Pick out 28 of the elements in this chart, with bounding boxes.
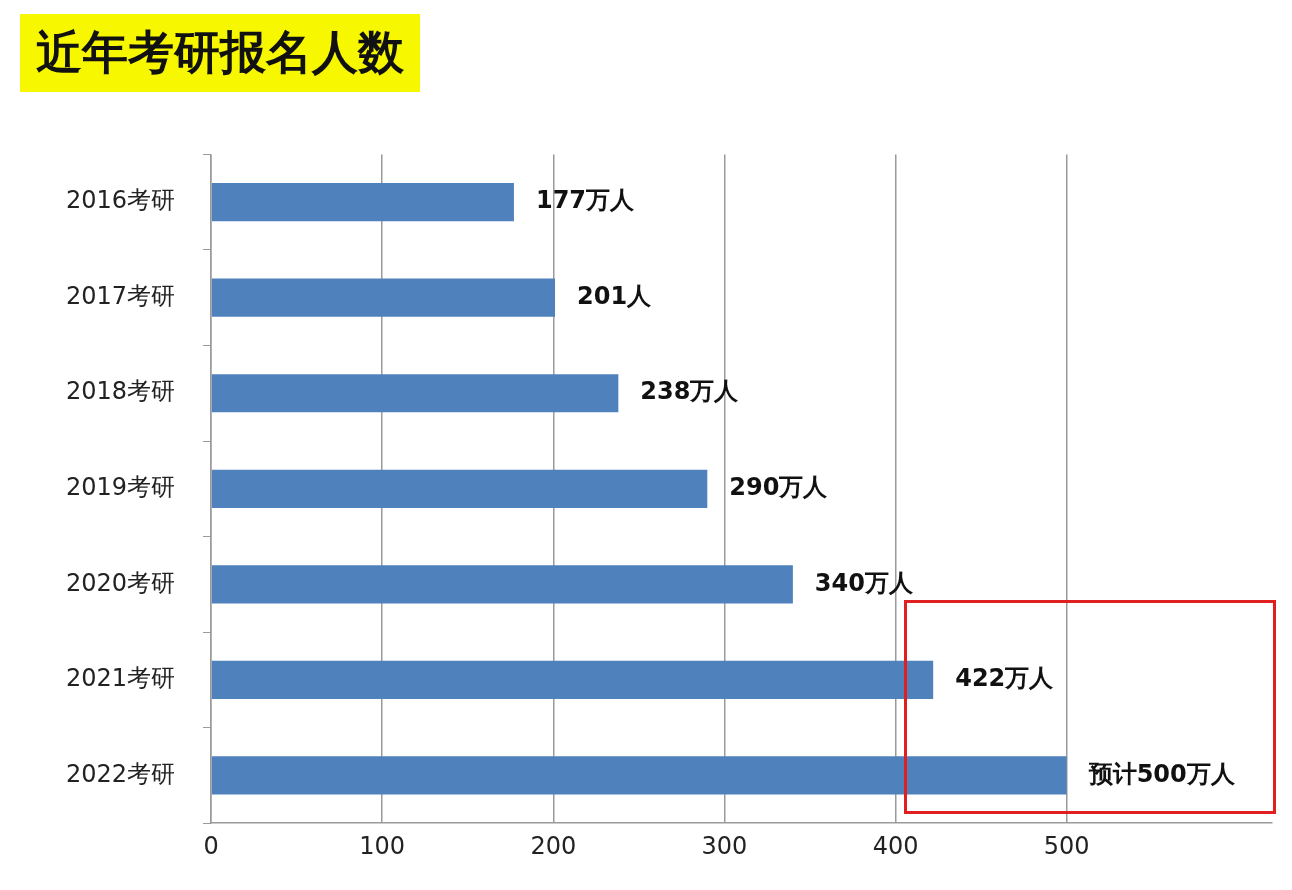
bar xyxy=(211,565,793,604)
data-label: 201人 xyxy=(577,281,653,310)
y-tick-label: 2022考研 xyxy=(66,759,176,788)
y-tick-label: 2019考研 xyxy=(66,473,176,502)
x-tick-label: 200 xyxy=(530,831,577,860)
y-tick-label: 2017考研 xyxy=(66,281,176,310)
chart-title: 近年考研报名人数 xyxy=(20,14,420,92)
y-tick-label: 2016考研 xyxy=(66,186,176,215)
x-tick-label: 500 xyxy=(1043,831,1090,860)
data-label: 422万人 xyxy=(955,664,1055,693)
data-label: 预计500万人 xyxy=(1087,759,1236,788)
x-tick-label: 300 xyxy=(701,831,748,860)
bar xyxy=(211,183,514,222)
bar xyxy=(211,374,619,413)
data-label: 290万人 xyxy=(729,473,829,502)
x-tick-label: 100 xyxy=(359,831,406,860)
data-label: 177万人 xyxy=(535,186,636,215)
y-tick-label: 2020考研 xyxy=(66,568,176,597)
bar xyxy=(211,756,1067,795)
x-tick-label: 0 xyxy=(203,831,219,860)
data-label: 340万人 xyxy=(814,568,914,597)
data-label: 238万人 xyxy=(640,377,740,406)
bar xyxy=(211,660,934,699)
y-tick-label: 2018考研 xyxy=(66,377,176,406)
x-tick-label: 400 xyxy=(872,831,919,860)
bar xyxy=(211,469,708,508)
bar xyxy=(211,278,556,317)
y-tick-label: 2021考研 xyxy=(66,664,176,693)
